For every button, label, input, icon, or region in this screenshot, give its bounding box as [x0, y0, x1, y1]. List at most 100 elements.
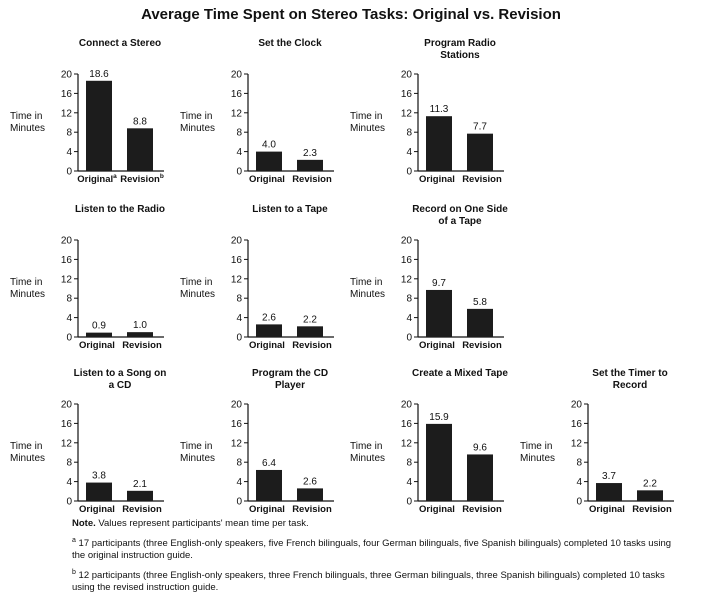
chart-svg: 0 4 8 12 16 20 11.3 Original 7.7 Revision	[401, 70, 504, 185]
bar-original	[86, 332, 112, 337]
footnote-a: a 17 participants (three English-only sp…	[72, 535, 682, 562]
chart-panel: Listen to a Song on a CD Time in Minutes 0…	[8, 368, 178, 518]
y-tick-label: 20	[231, 236, 243, 247]
x-category-label: Original	[419, 340, 455, 351]
y-tick-label: 0	[406, 497, 412, 508]
y-tick-label: 12	[401, 108, 413, 119]
x-category-label: Revision	[462, 174, 502, 185]
bar-original	[86, 80, 112, 171]
y-axis-label: Time in Minutes	[520, 440, 556, 464]
x-category-label: Revision	[292, 340, 332, 351]
y-axis-label: Time in Minutes	[350, 440, 386, 464]
bar-value-label: 4.0	[262, 140, 276, 151]
y-tick-label: 4	[66, 313, 72, 324]
bar-revision	[297, 159, 323, 171]
y-axis-label: Time in Minutes	[10, 110, 46, 134]
y-tick-label: 4	[406, 147, 412, 158]
bar-original	[426, 116, 452, 171]
x-category-label: Revision	[462, 504, 502, 515]
chart-title: Listen to the Radio	[75, 204, 165, 215]
chart-svg: 0 4 8 12 16 20 3.7 Original 2.2 Revision	[571, 400, 674, 515]
bar-value-label: 6.4	[262, 458, 276, 469]
bar-value-label: 2.6	[262, 312, 276, 323]
x-category-label: Revision	[122, 340, 162, 351]
y-axis-label: Time in Minutes	[180, 440, 216, 464]
category-superscript: a	[113, 173, 117, 180]
note-text: Values represent participants' mean time…	[98, 518, 309, 529]
y-tick-label: 8	[66, 128, 72, 139]
bar-revision	[127, 490, 153, 501]
x-category-label: Revisionb	[120, 173, 164, 185]
y-tick-label: 0	[236, 333, 242, 344]
y-tick-label: 4	[66, 477, 72, 488]
y-tick-label: 4	[236, 313, 242, 324]
footnote-b-text: 12 participants (three English-only spea…	[72, 570, 665, 594]
bar-value-label: 18.6	[89, 69, 109, 80]
x-category-label: Revision	[632, 504, 672, 515]
x-category-label: Original	[589, 504, 625, 515]
y-tick-label: 20	[401, 70, 413, 81]
bar-revision	[127, 128, 153, 171]
y-tick-label: 4	[236, 477, 242, 488]
y-tick-label: 20	[231, 400, 243, 411]
bar-value-label: 3.7	[602, 471, 616, 482]
x-category-label: Original	[249, 174, 285, 185]
chart-title: Record on One Side of a Tape	[412, 204, 508, 227]
y-tick-label: 16	[571, 419, 583, 430]
y-tick-label: 16	[61, 89, 73, 100]
y-tick-label: 20	[401, 400, 413, 411]
y-tick-label: 0	[66, 333, 72, 344]
chart-panel: Set the Timer to Record Time in Minutes 0 4…	[518, 368, 688, 518]
bar-value-label: 2.3	[303, 148, 317, 159]
y-axis-label: Time in Minutes	[10, 440, 46, 464]
chart-panel: Program the CD Player Time in Minutes 0 4 8 1…	[178, 368, 348, 518]
chart-title: Listen to a Song on a CD	[73, 368, 167, 391]
y-tick-label: 12	[61, 438, 73, 449]
y-tick-label: 4	[236, 147, 242, 158]
y-tick-label: 16	[231, 255, 243, 266]
y-tick-label: 12	[231, 438, 243, 449]
y-axis-label: Time in Minutes	[350, 276, 386, 300]
bar-original	[596, 483, 622, 501]
chart-svg: 0 4 8 12 16 20 0.9 Original 1.0 Revision	[61, 236, 164, 351]
y-tick-label: 0	[236, 167, 242, 178]
y-tick-label: 12	[61, 274, 73, 285]
bar-revision	[297, 488, 323, 501]
bar-original	[256, 324, 282, 337]
bar-revision	[467, 308, 493, 337]
y-tick-label: 0	[236, 497, 242, 508]
bar-original	[426, 289, 452, 337]
bar-revision	[297, 326, 323, 337]
y-tick-label: 16	[61, 419, 73, 430]
y-tick-label: 20	[61, 400, 73, 411]
x-category-label: Revision	[462, 340, 502, 351]
y-tick-label: 12	[401, 438, 413, 449]
y-tick-label: 20	[571, 400, 583, 411]
bar-original	[256, 469, 282, 501]
y-tick-label: 16	[401, 255, 413, 266]
bar-original	[86, 482, 112, 501]
y-tick-label: 12	[231, 274, 243, 285]
chart-panel: Record on One Side of a Tape Time in Minu…	[348, 204, 518, 354]
chart-panel: Connect a Stereo Time in Minutes 0 4 8 12 16 20…	[8, 38, 178, 188]
y-tick-label: 20	[401, 236, 413, 247]
y-tick-label: 20	[61, 70, 73, 81]
note-label: Note.	[72, 518, 96, 529]
y-tick-label: 16	[401, 89, 413, 100]
bar-value-label: 5.8	[473, 297, 487, 308]
note-line: Note. Values represent participants' mea…	[72, 518, 682, 530]
chart-title: Program the CD Player	[251, 368, 329, 391]
y-tick-label: 8	[236, 458, 242, 469]
chart-svg: 0 4 8 12 16 20 18.6 Originala 8.8 Revisionb	[61, 69, 164, 185]
y-axis-label: Time in Minutes	[350, 110, 386, 134]
y-tick-label: 4	[406, 313, 412, 324]
x-category-label: Original	[419, 504, 455, 515]
y-tick-label: 4	[66, 147, 72, 158]
bar-revision	[637, 490, 663, 501]
chart-panel: Set the Clock Time in Minutes 0 4 8 12 16 20 4.0…	[178, 38, 348, 188]
bar-value-label: 9.6	[473, 442, 487, 453]
chart-title: Program Radio Stations	[424, 38, 496, 61]
y-tick-label: 8	[406, 458, 412, 469]
bar-revision	[467, 454, 493, 501]
bar-value-label: 2.2	[643, 478, 657, 489]
